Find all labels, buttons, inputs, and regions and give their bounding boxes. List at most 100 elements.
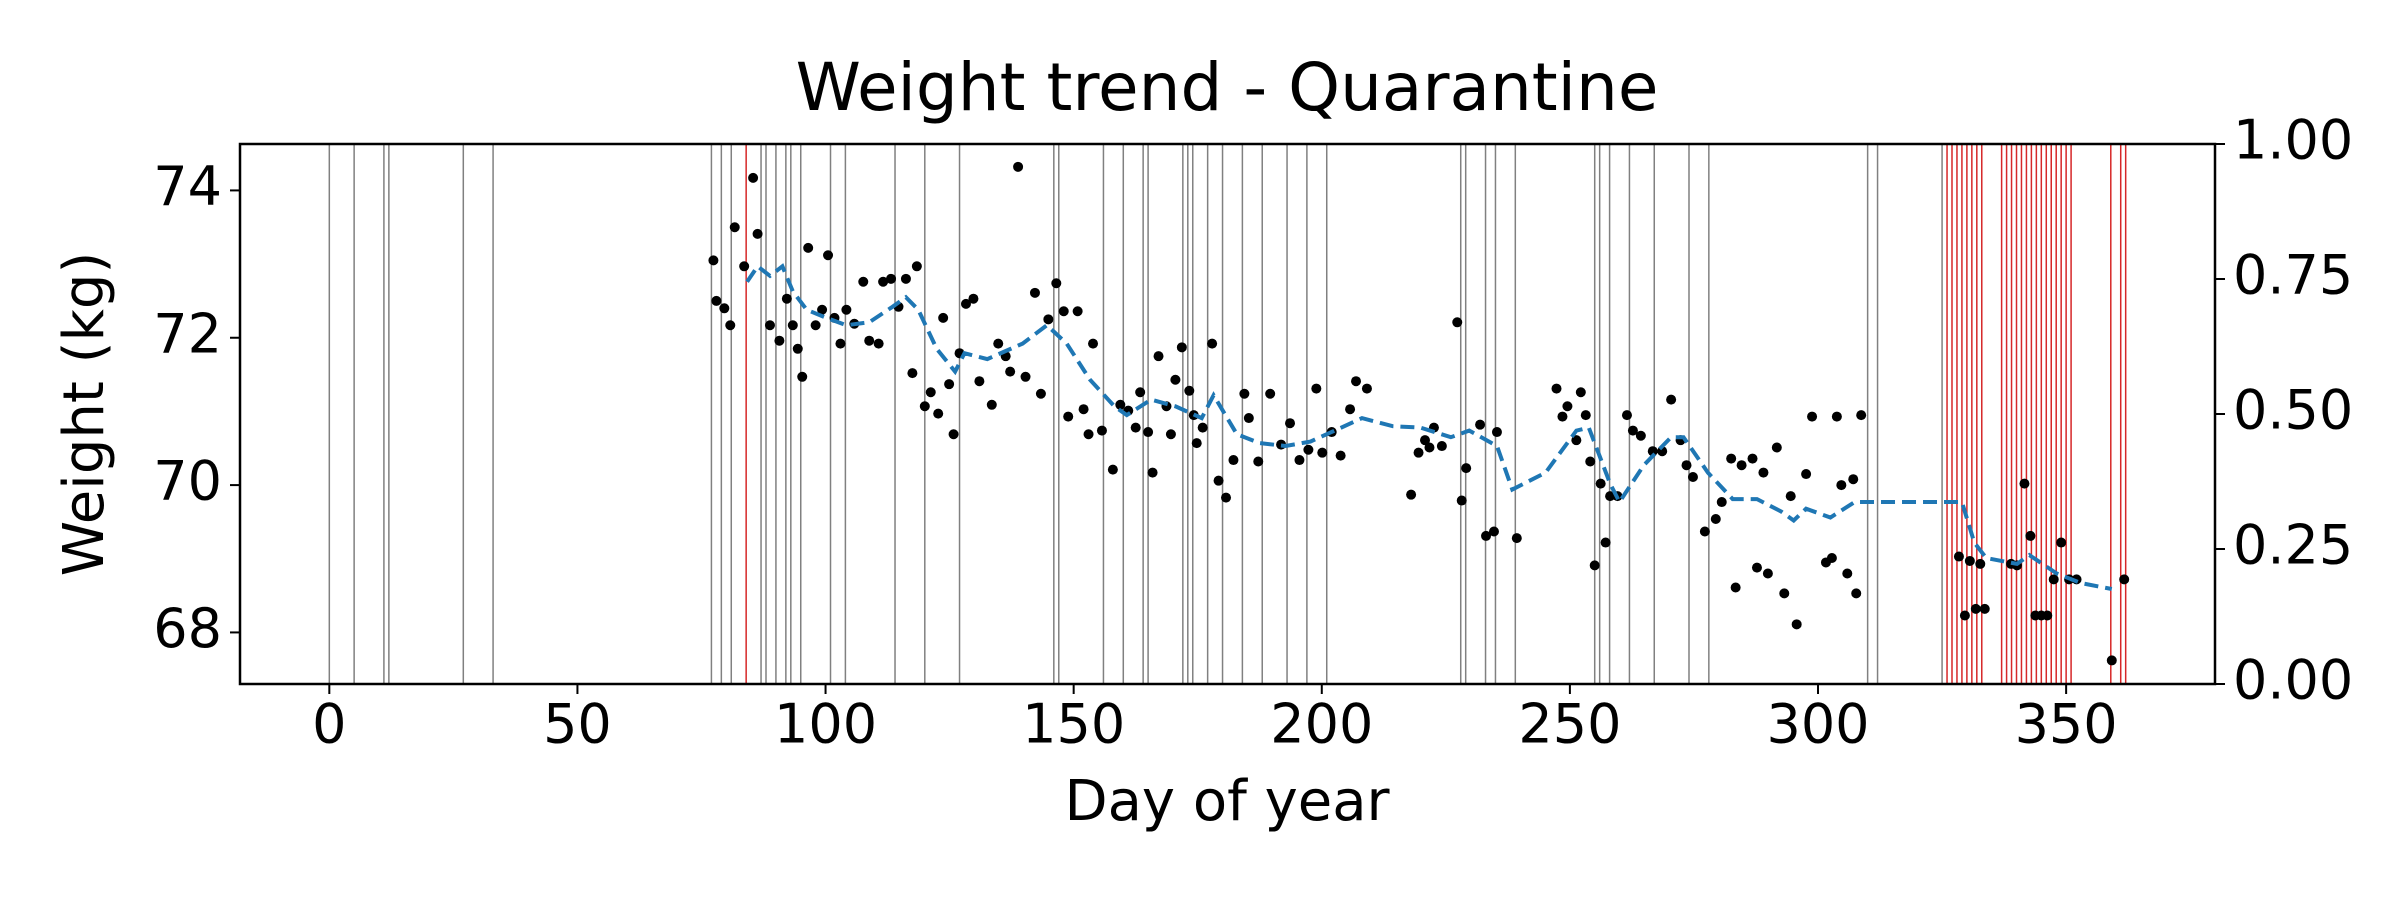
data-point bbox=[1243, 413, 1254, 424]
data-point bbox=[1747, 453, 1758, 464]
data-point bbox=[900, 273, 911, 284]
data-point bbox=[911, 261, 922, 272]
data-point bbox=[1979, 603, 1990, 614]
data-point bbox=[2042, 610, 2053, 621]
data-point bbox=[1635, 430, 1646, 441]
y2-tick-label: 0.75 bbox=[2233, 244, 2353, 307]
data-point bbox=[1461, 463, 1472, 474]
data-point bbox=[925, 387, 936, 398]
data-point bbox=[1511, 533, 1522, 544]
data-point bbox=[1311, 383, 1322, 394]
data-point bbox=[1165, 429, 1176, 440]
data-point bbox=[944, 379, 955, 390]
data-point bbox=[1213, 475, 1224, 486]
data-point bbox=[708, 255, 719, 266]
data-point bbox=[764, 320, 775, 331]
data-point bbox=[1051, 278, 1062, 289]
data-point bbox=[1072, 306, 1083, 317]
data-point bbox=[1557, 411, 1568, 422]
y2-tick-label: 1.00 bbox=[2233, 109, 2353, 172]
trend-line bbox=[745, 263, 2113, 591]
data-point bbox=[2025, 530, 2036, 541]
data-point bbox=[781, 293, 792, 304]
data-point bbox=[1621, 410, 1632, 421]
data-point bbox=[1970, 603, 1981, 614]
x-tick-label: 300 bbox=[1766, 693, 1869, 756]
data-point bbox=[1627, 425, 1638, 436]
data-point bbox=[993, 338, 1004, 349]
y-axis-label: Weight (kg) bbox=[52, 252, 117, 577]
data-point bbox=[1406, 489, 1417, 500]
data-point bbox=[864, 335, 875, 346]
x-axis-label: Day of year bbox=[1064, 769, 1390, 834]
data-point bbox=[1758, 467, 1769, 478]
data-point bbox=[1335, 450, 1346, 461]
data-point bbox=[2106, 655, 2117, 666]
data-point bbox=[752, 228, 763, 239]
data-point bbox=[907, 368, 918, 379]
data-point bbox=[858, 276, 869, 287]
data-point bbox=[1762, 568, 1773, 579]
data-point bbox=[1571, 435, 1582, 446]
data-point bbox=[1687, 471, 1698, 482]
data-point bbox=[841, 304, 852, 315]
data-point bbox=[1239, 388, 1250, 399]
data-point bbox=[1736, 460, 1747, 471]
data-point bbox=[1666, 394, 1677, 405]
data-point bbox=[803, 242, 814, 253]
data-point bbox=[1726, 453, 1737, 464]
data-point bbox=[1771, 442, 1782, 453]
data-point bbox=[1043, 314, 1054, 325]
y-tick-label: 72 bbox=[153, 302, 222, 365]
data-point bbox=[1184, 385, 1195, 396]
data-point bbox=[729, 222, 740, 233]
data-point bbox=[1228, 455, 1239, 466]
x-tick-label: 350 bbox=[2015, 693, 2118, 756]
y2-tick-label: 0.25 bbox=[2233, 514, 2353, 577]
data-point bbox=[787, 320, 798, 331]
data-point bbox=[1647, 446, 1658, 457]
data-point bbox=[2056, 537, 2067, 548]
y-tick-label: 70 bbox=[153, 450, 222, 513]
data-point bbox=[1575, 387, 1586, 398]
data-point bbox=[948, 429, 959, 440]
data-point bbox=[1436, 441, 1447, 452]
x-tick-label: 250 bbox=[1518, 693, 1621, 756]
data-point bbox=[1170, 374, 1181, 385]
data-point bbox=[1779, 588, 1790, 599]
data-point bbox=[1975, 558, 1986, 569]
data-point bbox=[1020, 371, 1031, 382]
data-point bbox=[1562, 401, 1573, 412]
data-point bbox=[1351, 376, 1362, 387]
data-point bbox=[1420, 435, 1430, 446]
data-point bbox=[792, 343, 803, 354]
data-point bbox=[725, 320, 736, 331]
data-point bbox=[968, 293, 979, 304]
data-point bbox=[1551, 383, 1562, 394]
data-point bbox=[1580, 410, 1591, 421]
data-point bbox=[1831, 411, 1842, 422]
data-point bbox=[1135, 387, 1146, 398]
data-point bbox=[1115, 399, 1126, 410]
data-point bbox=[1303, 444, 1314, 455]
data-point bbox=[960, 298, 971, 309]
y-tick-label: 68 bbox=[153, 597, 222, 660]
data-point bbox=[1491, 427, 1502, 438]
data-point bbox=[774, 335, 785, 346]
data-point bbox=[1197, 422, 1208, 433]
data-point bbox=[1751, 562, 1762, 573]
data-point bbox=[748, 172, 759, 183]
data-point bbox=[1147, 467, 1158, 478]
data-point bbox=[1294, 455, 1305, 466]
data-point bbox=[1083, 429, 1094, 440]
data-point bbox=[1801, 469, 1812, 480]
data-point bbox=[873, 338, 884, 349]
data-point bbox=[823, 250, 834, 261]
data-point bbox=[938, 312, 949, 323]
data-point bbox=[1785, 491, 1796, 502]
data-point bbox=[835, 338, 846, 349]
data-point bbox=[1153, 351, 1164, 362]
data-point bbox=[1826, 553, 1837, 564]
data-point bbox=[1207, 338, 1218, 349]
data-point bbox=[1107, 464, 1118, 475]
